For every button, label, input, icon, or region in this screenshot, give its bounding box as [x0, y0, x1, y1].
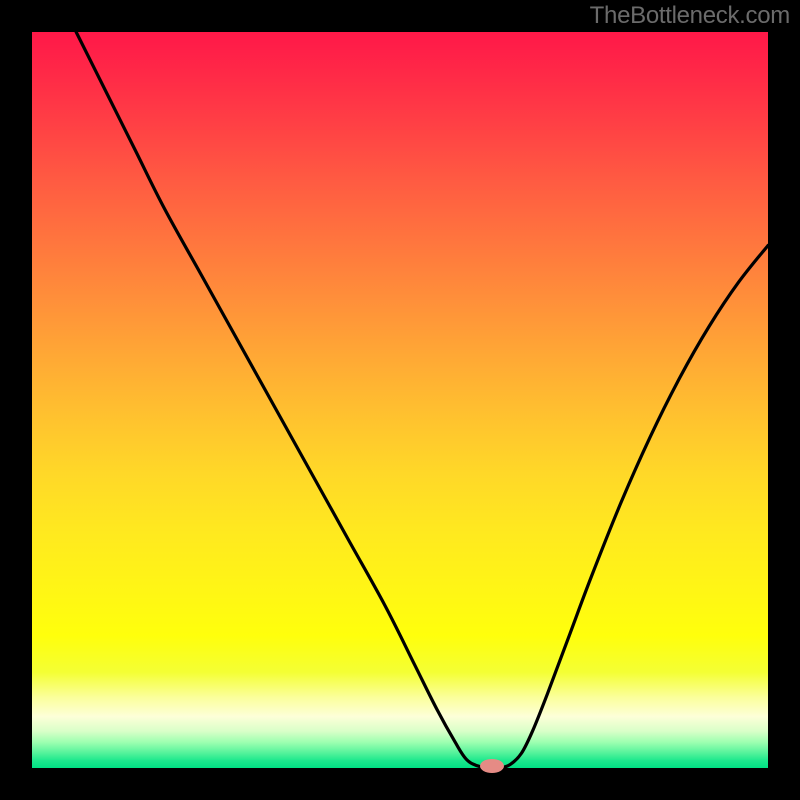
plot-background	[32, 32, 768, 768]
watermark-text: TheBottleneck.com	[590, 2, 790, 30]
optimal-marker	[480, 759, 504, 773]
bottleneck-chart	[0, 0, 800, 800]
chart-container: TheBottleneck.com	[0, 0, 800, 800]
